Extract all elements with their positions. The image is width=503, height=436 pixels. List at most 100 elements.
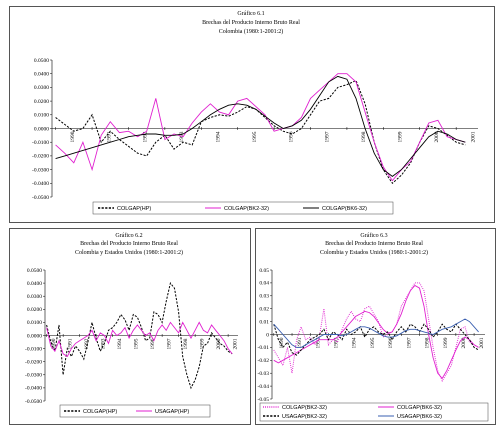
chart-subtitle-period: Colombia y Estados Unidos (1980:1-2001:2…: [320, 249, 428, 256]
series-line-usagap-bk2-32-: [273, 323, 479, 356]
y-tick-label: 0.0400: [34, 72, 49, 78]
y-tick-label: -0.0400: [25, 386, 42, 392]
x-tick-label: 1997: [325, 131, 331, 142]
x-tick-label: 1998: [361, 131, 367, 142]
y-tick-label: -0.0300: [25, 373, 42, 379]
x-tick-label: 1997: [406, 337, 412, 348]
x-tick-label: 1990: [51, 338, 57, 349]
x-tick-label: 1994: [352, 337, 358, 348]
x-tick-label: 2001: [232, 338, 238, 349]
series-line-colgap-bk2-32-: [273, 282, 479, 382]
legend-entry: COLGAP(BK2-32): [282, 405, 327, 411]
chart-3: Gráfico 6.3 Brechas del Producto Interno …: [258, 232, 489, 422]
series-line-usagap-bk6-32-: [273, 318, 479, 348]
x-tick-label: 1999: [199, 338, 205, 349]
y-tick-label: 0.02: [259, 307, 269, 313]
y-tick-label: 0.0000: [27, 333, 42, 339]
y-tick-label: -0.02: [258, 358, 270, 364]
x-tick-label: 1993: [179, 131, 185, 142]
legend-entry: COLGAP(BK2-32): [224, 206, 269, 212]
y-tick-label: 0.0500: [34, 58, 49, 64]
x-tick-label: 1990: [70, 131, 76, 142]
chart-subtitle-period: Colombia (1980:1-2001:2): [219, 28, 284, 35]
x-tick-label: 1993: [100, 338, 106, 349]
y-tick-label: 0.03: [259, 294, 269, 300]
x-tick-label: 1996: [288, 131, 294, 142]
y-tick-label: -0.03: [258, 371, 270, 377]
x-tick-label: 1993: [334, 337, 340, 348]
x-tick-label: 1998: [425, 337, 431, 348]
x-tick-label: 1995: [370, 337, 376, 348]
chart-subtitle-period: Colombia y Estados Unidos (1980:1-2001:2…: [75, 249, 183, 256]
chart-title: Gráfico 6.3: [360, 232, 387, 239]
chart-title: Gráfico 6.2: [115, 232, 142, 239]
y-tick-label: -0.01: [258, 345, 270, 351]
y-tick-label: 0.01: [259, 319, 269, 325]
legend-entry: USAGAP(BK6-32): [397, 414, 442, 420]
x-tick-label: 1996: [388, 337, 394, 348]
chart-title: Gráfico 6.1: [237, 10, 264, 17]
legend-box: [259, 402, 489, 422]
y-tick-label: -0.0400: [32, 181, 49, 187]
x-tick-label: 1999: [398, 131, 404, 142]
x-tick-label: 1991: [297, 337, 303, 348]
y-tick-label: 0.0200: [34, 99, 49, 105]
y-tick-label: 0.0300: [34, 85, 49, 91]
x-tick-label: 1994: [117, 338, 123, 349]
x-tick-label: 2000: [461, 337, 467, 348]
chart-subtitle: Brechas del Producto Interno Bruto Real: [325, 241, 423, 247]
x-tick-label: 1999: [443, 337, 449, 348]
x-tick-label: 1992: [315, 337, 321, 348]
x-tick-label: 2001: [470, 131, 476, 142]
series-line-colgap-hp-: [55, 79, 466, 185]
x-tick-label: 1994: [215, 131, 221, 142]
y-tick-label: 0.0400: [27, 281, 42, 287]
chart-2: Gráfico 6.2 Brechas del Producto Interno …: [25, 232, 238, 418]
y-tick-label: 0.0000: [34, 126, 49, 132]
y-tick-label: 0: [266, 332, 269, 338]
legend-box: [59, 404, 211, 418]
y-tick-label: 0.0300: [27, 294, 42, 300]
chart-frame-6-3: [255, 228, 496, 425]
y-tick-label: 0.0100: [27, 320, 42, 326]
y-tick-label: -0.0300: [32, 167, 49, 173]
y-tick-label: -0.04: [258, 384, 270, 390]
y-tick-label: -0.0500: [32, 195, 49, 201]
y-tick-label: -0.05: [258, 397, 270, 403]
y-tick-label: 0.0500: [27, 268, 42, 274]
y-tick-label: 0.0100: [34, 113, 49, 119]
series-line-colgap-bk6-32-: [55, 75, 466, 177]
y-tick-label: -0.0200: [32, 154, 49, 160]
chart-frame-6-1: [9, 6, 495, 223]
x-tick-label: 1995: [252, 131, 258, 142]
y-tick-label: 0.05: [259, 268, 269, 274]
x-tick-label: 2001: [479, 337, 485, 348]
x-tick-label: 2000: [216, 338, 222, 349]
x-tick-label: 1991: [106, 131, 112, 142]
y-tick-label: 0.04: [259, 281, 269, 287]
x-tick-label: 1991: [67, 338, 73, 349]
x-tick-label: 2000: [434, 131, 440, 142]
x-tick-label: 1997: [166, 338, 172, 349]
legend-box: [92, 201, 394, 215]
y-tick-label: -0.0100: [32, 140, 49, 146]
series-line-colgap-hp-: [46, 281, 233, 390]
legend-entry: COLGAP(BK6-32): [397, 405, 442, 411]
series-line-colgap-bk2-32-: [55, 73, 466, 182]
legend-entry: COLGAP(HP): [117, 206, 151, 212]
legend-entry: COLGAP(HP): [83, 409, 117, 415]
chart-subtitle: Brechas del Producto Interno Bruto Real: [80, 241, 178, 247]
legend-entry: USAGAP(HP): [155, 409, 189, 415]
chart-subtitle: Brechas del Producto Interno Bruto Real: [202, 20, 300, 26]
y-tick-label: -0.0100: [25, 346, 42, 352]
x-tick-label: 1992: [84, 338, 90, 349]
x-tick-label: 1990: [279, 337, 285, 348]
x-tick-label: 1996: [150, 338, 156, 349]
legend-entry: USAGAP(BK2-32): [282, 414, 327, 420]
x-tick-label: 1998: [183, 338, 189, 349]
legend-entry: COLGAP(BK6-32): [322, 206, 367, 212]
series-line-colgap-bk6-32-: [273, 284, 479, 380]
x-tick-label: 1992: [143, 131, 149, 142]
chart-1: Gráfico 6.1 Brechas del Producto Interno …: [32, 10, 478, 215]
